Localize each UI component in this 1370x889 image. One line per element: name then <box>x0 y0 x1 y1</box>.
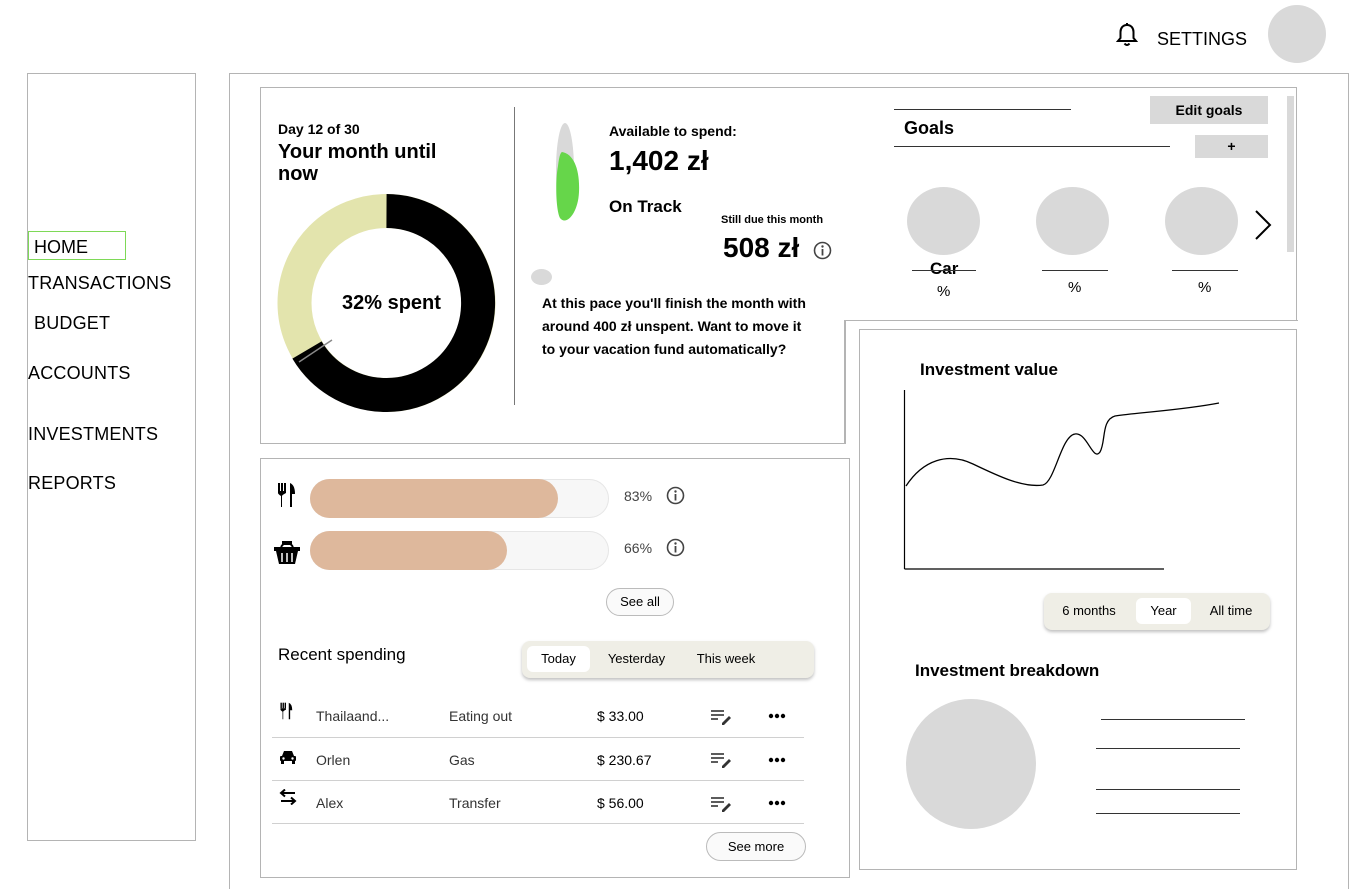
recent-spending-title: Recent spending <box>278 645 406 664</box>
more-options-icon[interactable] <box>768 713 786 719</box>
more-options-icon[interactable] <box>768 757 786 763</box>
month-title: Your month until now <box>278 141 437 185</box>
car-icon <box>279 750 297 764</box>
tab-this-week[interactable]: This week <box>696 651 756 666</box>
info-icon[interactable] <box>666 538 685 557</box>
edit-goals-button[interactable]: Edit goals <box>1150 96 1268 124</box>
message-dot <box>531 269 552 285</box>
breakdown-pie <box>906 699 1036 829</box>
goals-bottom-line <box>894 146 1170 147</box>
goal-circle[interactable] <box>1036 187 1109 255</box>
budget-bar-fill <box>310 479 559 518</box>
goal-line <box>1172 270 1238 271</box>
transaction-amount: $ 230.67 <box>597 752 652 768</box>
settings-link[interactable]: SETTINGS <box>1157 29 1248 49</box>
goal-line <box>1042 270 1108 271</box>
breakdown-legend-line <box>1096 813 1240 814</box>
row-separator <box>272 737 804 738</box>
investment-value-title: Investment value <box>920 360 1058 379</box>
nav-item-budget[interactable]: BUDGET <box>34 313 111 333</box>
budget-bar-fill <box>310 531 508 570</box>
investment-breakdown-title: Investment breakdown <box>915 661 1100 680</box>
nav-item-accounts[interactable]: ACCOUNTS <box>28 363 131 383</box>
nav-item-home-label: HOME <box>34 237 88 257</box>
summary-card-notch <box>845 320 1298 321</box>
row-separator <box>272 823 804 824</box>
goal-name: Car <box>930 259 959 278</box>
range-tabs: 6 months Year All time <box>1044 593 1270 630</box>
status-label: On Track <box>609 197 682 216</box>
month-donut-chart <box>277 190 496 421</box>
transaction-category: Gas <box>449 752 475 768</box>
transaction-name: Alex <box>316 795 344 811</box>
more-options-icon[interactable] <box>768 800 786 806</box>
info-icon[interactable] <box>666 486 685 505</box>
breakdown-legend-line <box>1096 789 1240 790</box>
transaction-amount: $ 56.00 <box>597 795 644 811</box>
transaction-name: Orlen <box>316 752 351 768</box>
goals-scrollbar[interactable] <box>1287 96 1294 252</box>
donut-center-label: 32% spent <box>342 292 441 314</box>
row-separator <box>272 780 804 781</box>
goal-line <box>912 270 976 271</box>
transaction-category: Eating out <box>449 708 513 724</box>
transaction-category: Transfer <box>449 795 501 811</box>
see-all-button[interactable]: See all <box>606 588 674 616</box>
pace-message: At this pace you'll finish the month wit… <box>542 295 806 357</box>
available-label: Available to spend: <box>609 123 737 139</box>
tab-yesterday[interactable]: Yesterday <box>607 651 666 666</box>
goal-percent: % <box>937 283 951 300</box>
budget-bar-track <box>310 479 609 518</box>
transfer-icon <box>279 789 297 805</box>
goals-title: Goals <box>904 118 955 138</box>
recent-tabs: Today Yesterday This week <box>522 641 814 678</box>
fork-knife-icon <box>279 702 293 720</box>
due-label: Still due this month <box>721 214 824 226</box>
chevron-right-icon[interactable] <box>1254 209 1272 241</box>
range-all-time[interactable]: All time <box>1209 603 1253 618</box>
breakdown-legend-line <box>1101 719 1245 720</box>
range-year[interactable]: Year <box>1136 598 1191 624</box>
budget-percent: 66% <box>624 540 653 556</box>
edit-note-icon[interactable] <box>710 796 732 812</box>
info-icon[interactable] <box>813 241 832 260</box>
available-value: 1,402 zł <box>609 145 709 176</box>
see-more-button[interactable]: See more <box>706 832 806 861</box>
budget-bar-track <box>310 531 609 570</box>
goal-percent: % <box>1068 279 1082 296</box>
range-6-months[interactable]: 6 months <box>1062 603 1116 618</box>
edit-note-icon[interactable] <box>710 709 732 725</box>
transaction-name: Thailaand... <box>316 708 390 724</box>
basket-icon <box>273 537 301 565</box>
bell-icon[interactable] <box>1115 22 1139 48</box>
day-label: Day 12 of 30 <box>278 121 360 137</box>
nav-item-investments[interactable]: INVESTMENTS <box>28 424 159 444</box>
avatar[interactable] <box>1268 5 1326 63</box>
tab-today[interactable]: Today <box>527 646 590 672</box>
investment-line-chart <box>903 390 1223 577</box>
breakdown-legend-line <box>1096 748 1240 749</box>
goal-circle[interactable] <box>907 187 980 255</box>
summary-card-notch-v <box>845 320 846 444</box>
track-indicator <box>554 122 580 229</box>
budget-percent: 83% <box>624 488 653 504</box>
nav-item-transactions[interactable]: TRANSACTIONS <box>28 273 172 293</box>
nav-item-home[interactable]: HOME <box>28 231 126 260</box>
sidebar <box>27 73 196 841</box>
goal-percent: % <box>1198 279 1212 296</box>
add-goal-button[interactable]: + <box>1195 135 1268 158</box>
nav-item-reports[interactable]: REPORTS <box>28 473 117 493</box>
goal-circle[interactable] <box>1165 187 1238 255</box>
summary-card <box>260 87 1297 320</box>
donut-spent-segment <box>292 194 496 412</box>
summary-divider <box>514 107 515 405</box>
due-value: 508 zł <box>723 232 800 263</box>
goals-top-line <box>894 109 1071 110</box>
fork-knife-icon <box>276 482 296 508</box>
transaction-amount: $ 33.00 <box>597 708 644 724</box>
edit-note-icon[interactable] <box>710 752 732 768</box>
